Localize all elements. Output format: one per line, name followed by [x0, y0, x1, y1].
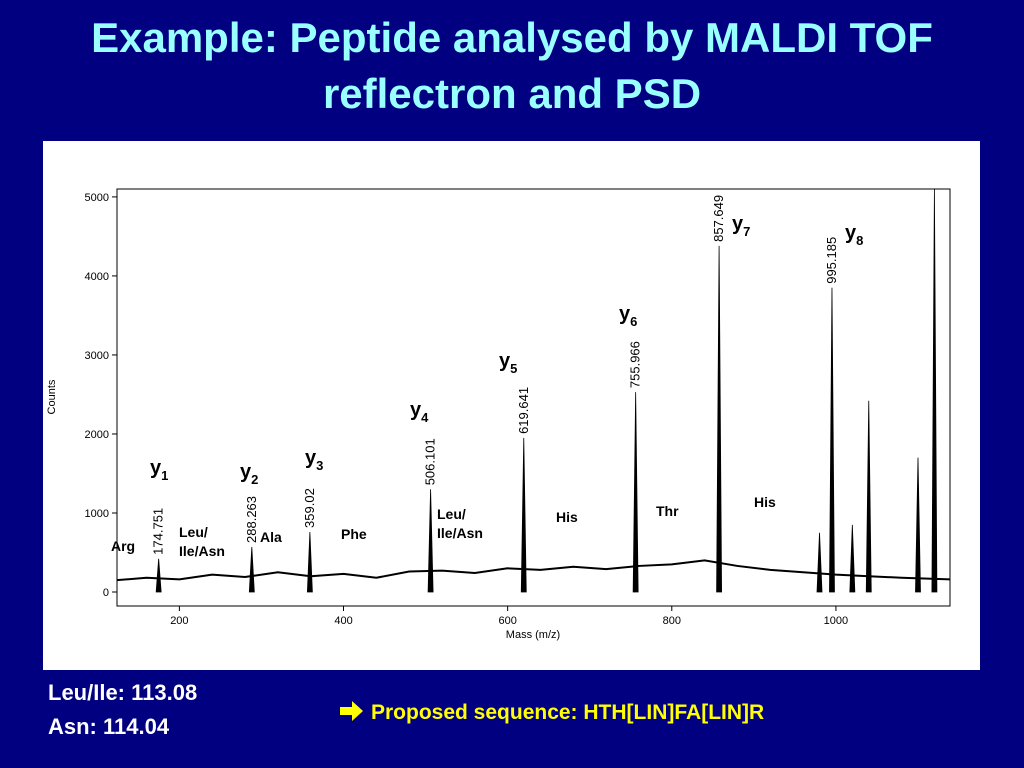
x-tick-label: 200 [170, 615, 188, 627]
ion-subscript: 3 [316, 458, 323, 473]
ion-subscript: 5 [510, 361, 517, 376]
ion-letter: y [410, 399, 422, 421]
peak [915, 457, 921, 593]
y-tick-label: 4000 [85, 271, 109, 283]
note: Leu/Ile: 113.08 [48, 680, 197, 705]
peak-label: 755.966 [628, 341, 643, 388]
peak [427, 489, 434, 593]
ion-label: y6 [619, 303, 637, 329]
ion-letter: y [845, 222, 857, 244]
peak [248, 546, 255, 593]
residue-label: Phe [341, 526, 367, 542]
peak [931, 188, 938, 593]
ion-subscript: 2 [251, 472, 258, 487]
residue-label: Leu/ [179, 524, 208, 540]
ion-letter: y [240, 461, 252, 483]
peak [306, 531, 313, 593]
y-tick-label: 5000 [85, 192, 109, 204]
residue-label: Ile/Asn [437, 525, 483, 541]
x-tick-label: 800 [663, 615, 681, 627]
peak [849, 524, 856, 593]
x-axis-label: Mass (m/z) [506, 629, 560, 641]
peak [632, 392, 639, 593]
ion-subscript: 7 [743, 224, 750, 239]
ion-subscript: 1 [161, 468, 168, 483]
ion-label: y3 [305, 447, 323, 473]
residue-label: His [556, 509, 578, 525]
peak-label: 857.649 [711, 195, 726, 242]
y-tick-label: 3000 [85, 350, 109, 362]
residue-label: Ile/Asn [179, 543, 225, 559]
ion-label: y2 [240, 461, 258, 487]
residue-label: Thr [656, 503, 679, 519]
ion-label: y8 [845, 222, 863, 248]
x-tick-label: 400 [334, 615, 352, 627]
peak [716, 245, 723, 593]
peak [816, 532, 823, 593]
peak [865, 400, 872, 593]
y-tick-label: 1000 [85, 508, 109, 520]
y-axis-label: Counts [46, 379, 58, 414]
residue-label: Arg [111, 538, 135, 554]
peak [829, 287, 835, 593]
peak [520, 437, 527, 593]
peak-label: 359.02 [302, 488, 317, 528]
arrow-icon [340, 701, 363, 721]
peak-label: 506.101 [423, 438, 438, 485]
peak-label: 174.751 [151, 508, 166, 555]
ion-letter: y [305, 447, 317, 469]
ion-label: y7 [732, 213, 750, 239]
conclusion: Proposed sequence: HTH[LIN]FA[LIN]R [371, 701, 764, 724]
ion-letter: y [619, 303, 631, 325]
x-tick-label: 1000 [824, 615, 848, 627]
ion-label: y1 [150, 457, 168, 483]
title-line: reflectron and PSD [323, 70, 701, 117]
residue-label: His [754, 494, 776, 510]
ion-subscript: 8 [856, 233, 863, 248]
peak [155, 558, 162, 593]
y-tick-label: 0 [103, 587, 109, 599]
chart-panel [43, 141, 980, 670]
ion-letter: y [499, 350, 511, 372]
ion-letter: y [732, 213, 744, 235]
ion-subscript: 4 [421, 410, 429, 425]
ion-subscript: 6 [630, 314, 637, 329]
peak-label: 995.185 [824, 237, 839, 284]
plot-frame [116, 188, 951, 607]
ion-label: y5 [499, 350, 517, 376]
residue-label: Ala [260, 529, 282, 545]
x-tick-label: 600 [498, 615, 516, 627]
ion-label: y4 [410, 399, 429, 425]
y-tick-label: 2000 [85, 429, 109, 441]
residue-label: Leu/ [437, 506, 466, 522]
ion-letter: y [150, 457, 162, 479]
note: Asn: 114.04 [48, 714, 170, 739]
peak-label: 288.263 [244, 496, 259, 543]
peak-label: 619.641 [516, 387, 531, 434]
title-line: Example: Peptide analysed by MALDI TOF [91, 14, 933, 61]
